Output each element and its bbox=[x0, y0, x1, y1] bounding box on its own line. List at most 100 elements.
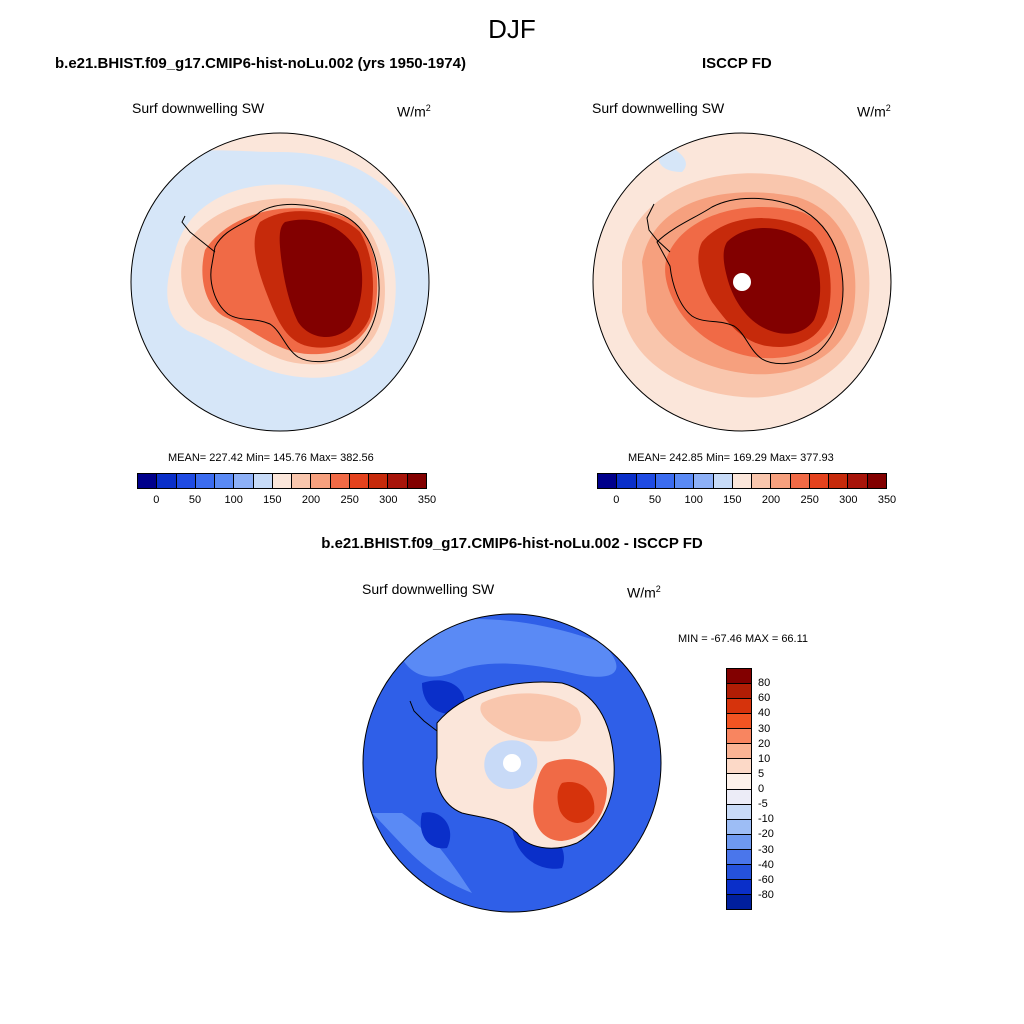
panel3-pole-hole bbox=[503, 754, 521, 772]
colorbar-tick-label: 300 bbox=[379, 494, 398, 506]
colorbar-swatch bbox=[727, 864, 751, 880]
colorbar-swatch bbox=[253, 474, 273, 488]
colorbar-swatch bbox=[617, 474, 637, 488]
colorbar-swatch bbox=[790, 474, 810, 488]
colorbar-swatch bbox=[727, 774, 751, 790]
colorbar-swatch bbox=[727, 699, 751, 715]
colorbar-tick-label: -5 bbox=[758, 798, 768, 811]
panel3-positive-region-3 bbox=[557, 782, 595, 823]
colorbar-swatch bbox=[713, 474, 733, 488]
colorbar-tick-label: 0 bbox=[758, 783, 765, 795]
colorbar-tick-label: -20 bbox=[758, 828, 774, 841]
panel1-plateau-fill bbox=[279, 219, 363, 338]
colorbar-tick-label: 10 bbox=[758, 752, 771, 765]
colorbar-tick-label: 50 bbox=[188, 494, 202, 506]
colorbar-swatch bbox=[771, 474, 791, 488]
colorbar-swatch bbox=[138, 474, 158, 488]
panel3-strong-patch-3 bbox=[420, 812, 451, 849]
colorbar-swatch bbox=[727, 759, 751, 775]
panel3-positive-region-1 bbox=[480, 693, 581, 742]
colorbar-swatch bbox=[727, 714, 751, 730]
colorbar-tick-label: 150 bbox=[263, 494, 282, 506]
colorbar-swatch bbox=[829, 474, 849, 488]
colorbar-tick-label: 150 bbox=[723, 494, 742, 506]
panel1-title: b.e21.BHIST.f09_g17.CMIP6-hist-noLu.002 … bbox=[55, 55, 466, 72]
colorbar-swatch bbox=[727, 819, 751, 835]
panel2-map bbox=[592, 132, 892, 432]
colorbar-tick-label: 60 bbox=[758, 692, 771, 705]
colorbar-tick-label: 50 bbox=[648, 494, 662, 506]
panel3-title: b.e21.BHIST.f09_g17.CMIP6-hist-noLu.002 … bbox=[321, 535, 703, 552]
colorbar-swatch bbox=[311, 474, 331, 488]
colorbar-tick-label: 100 bbox=[224, 494, 243, 506]
panel3-variable: Surf downwelling SW bbox=[362, 581, 495, 597]
panel2-plateau-fill bbox=[723, 227, 821, 334]
panel1-units: W/m2 bbox=[397, 103, 431, 120]
colorbar-tick-label: -60 bbox=[758, 873, 774, 886]
colorbar-tick-label: -80 bbox=[758, 888, 774, 901]
panel1-coastline bbox=[210, 203, 380, 363]
colorbar-swatch bbox=[349, 474, 370, 488]
colorbar-swatch bbox=[234, 474, 254, 488]
colorbar-swatch bbox=[867, 474, 886, 488]
colorbar-swatch bbox=[215, 474, 235, 488]
colorbar-swatch bbox=[727, 894, 751, 909]
panel2-colorbar bbox=[597, 473, 887, 489]
colorbar-swatch bbox=[407, 474, 426, 488]
colorbar-tick-label: 20 bbox=[758, 737, 771, 750]
panel1-stats: MEAN= 227.42 Min= 145.76 Max= 382.56 bbox=[168, 452, 374, 464]
colorbar-tick-label: 40 bbox=[758, 707, 771, 720]
panel2-pole-hole bbox=[733, 273, 751, 291]
panel2-variable: Surf downwelling SW bbox=[592, 100, 725, 116]
panel3-stats: MIN = -67.46 MAX = 66.11 bbox=[678, 633, 809, 645]
colorbar-swatch bbox=[732, 474, 753, 488]
panel3-colorbar bbox=[726, 668, 752, 910]
panel3-weak-patch-north bbox=[392, 619, 617, 677]
panel3-weak-patch-south bbox=[372, 813, 472, 893]
panel3-map bbox=[362, 613, 662, 913]
panel3-strong-patch-1 bbox=[422, 680, 465, 715]
colorbar-tick-label: 0 bbox=[153, 494, 160, 506]
panel2-coastline bbox=[656, 197, 844, 365]
panel2-peninsula bbox=[646, 203, 671, 253]
colorbar-tick-label: 5 bbox=[758, 767, 765, 780]
colorbar-swatch bbox=[272, 474, 293, 488]
panel3-units: W/m2 bbox=[627, 584, 661, 601]
colorbar-swatch bbox=[727, 879, 751, 895]
colorbar-swatch bbox=[727, 789, 751, 805]
panel1-peninsula bbox=[181, 215, 216, 253]
colorbar-swatch bbox=[694, 474, 714, 488]
colorbar-swatch bbox=[636, 474, 656, 488]
panel1-variable: Surf downwelling SW bbox=[132, 100, 265, 116]
colorbar-swatch bbox=[727, 834, 751, 850]
colorbar-tick-label: 250 bbox=[800, 494, 819, 506]
panel2-units: W/m2 bbox=[857, 103, 891, 120]
colorbar-swatch bbox=[727, 729, 751, 745]
panel2-stats: MEAN= 242.85 Min= 169.29 Max= 377.93 bbox=[628, 452, 834, 464]
panel3-peninsula bbox=[409, 700, 438, 732]
panel1-colorbar bbox=[137, 473, 427, 489]
colorbar-tick-label: 200 bbox=[761, 494, 781, 506]
colorbar-tick-label: -40 bbox=[758, 858, 774, 871]
colorbar-tick-label: 0 bbox=[613, 494, 620, 506]
panel3-coastline bbox=[435, 681, 615, 849]
colorbar-swatch bbox=[369, 474, 389, 488]
colorbar-swatch bbox=[195, 474, 216, 488]
colorbar-tick-label: 350 bbox=[417, 494, 437, 506]
colorbar-swatch bbox=[176, 474, 196, 488]
colorbar-swatch bbox=[157, 474, 177, 488]
colorbar-swatch bbox=[330, 474, 350, 488]
colorbar-swatch bbox=[727, 684, 751, 700]
panel2-title: ISCCP FD bbox=[702, 55, 772, 72]
colorbar-swatch bbox=[655, 474, 676, 488]
colorbar-swatch bbox=[727, 804, 751, 820]
colorbar-tick-label: 80 bbox=[758, 677, 771, 690]
colorbar-tick-label: -10 bbox=[758, 813, 774, 826]
colorbar-tick-label: 100 bbox=[684, 494, 703, 506]
colorbar-tick-label: 250 bbox=[340, 494, 359, 506]
colorbar-tick-label: -30 bbox=[758, 843, 774, 856]
colorbar-swatch bbox=[675, 474, 695, 488]
figure-title: DJF bbox=[488, 14, 536, 44]
colorbar-tick-label: 350 bbox=[877, 494, 897, 506]
colorbar-swatch bbox=[727, 669, 751, 685]
